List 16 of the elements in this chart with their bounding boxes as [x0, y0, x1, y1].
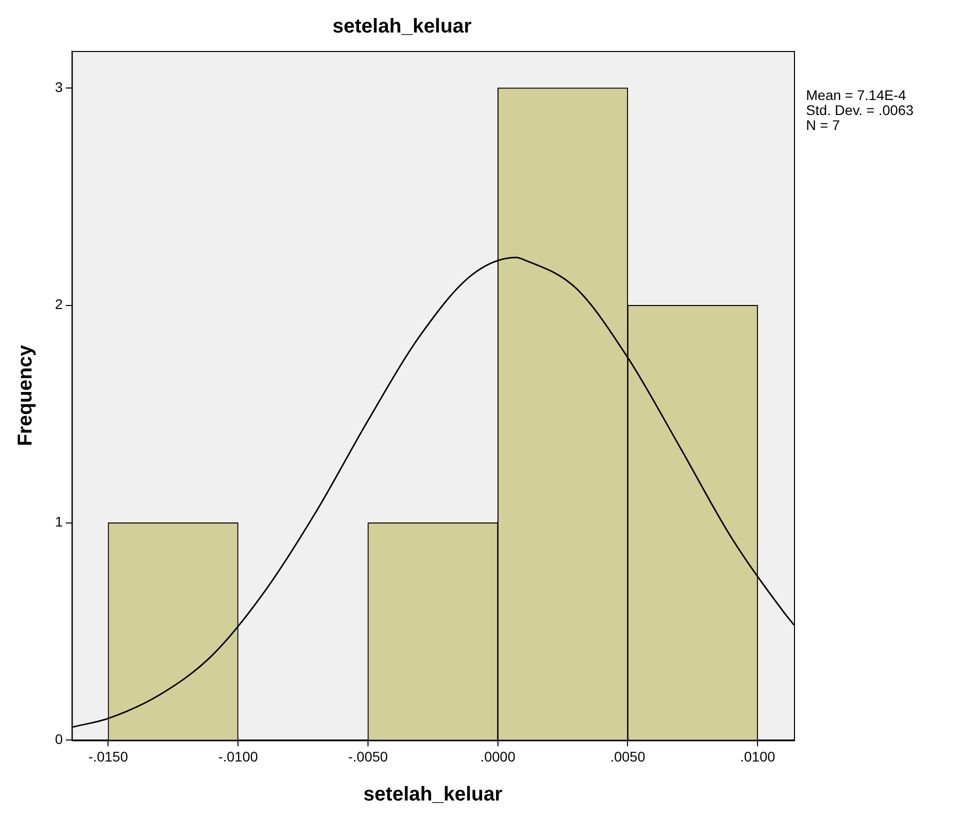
y-tick-label: 3 — [54, 78, 63, 95]
y-tick-label: 1 — [54, 514, 63, 530]
y-axis-title: Frequency — [14, 344, 37, 446]
x-tick-label: -.0150 — [88, 748, 128, 764]
text: Std. Dev. = .0063 — [806, 102, 914, 118]
y-tick-label: 2 — [54, 296, 63, 312]
chart-title: setelah_keluar — [332, 16, 472, 38]
x-tick-label: -.0050 — [348, 748, 388, 764]
x-tick-label: .0050 — [610, 748, 646, 764]
x-axis-title: setelah_keluar — [363, 784, 503, 806]
x-tick-label: .0100 — [740, 748, 776, 764]
x-tick-label: .0000 — [480, 748, 516, 764]
y-tick-label: 0 — [54, 731, 63, 748]
x-tick-label: -.0100 — [218, 748, 258, 764]
text: N = 7 — [806, 116, 840, 133]
text: Mean = 7.14E-4 — [806, 86, 906, 103]
